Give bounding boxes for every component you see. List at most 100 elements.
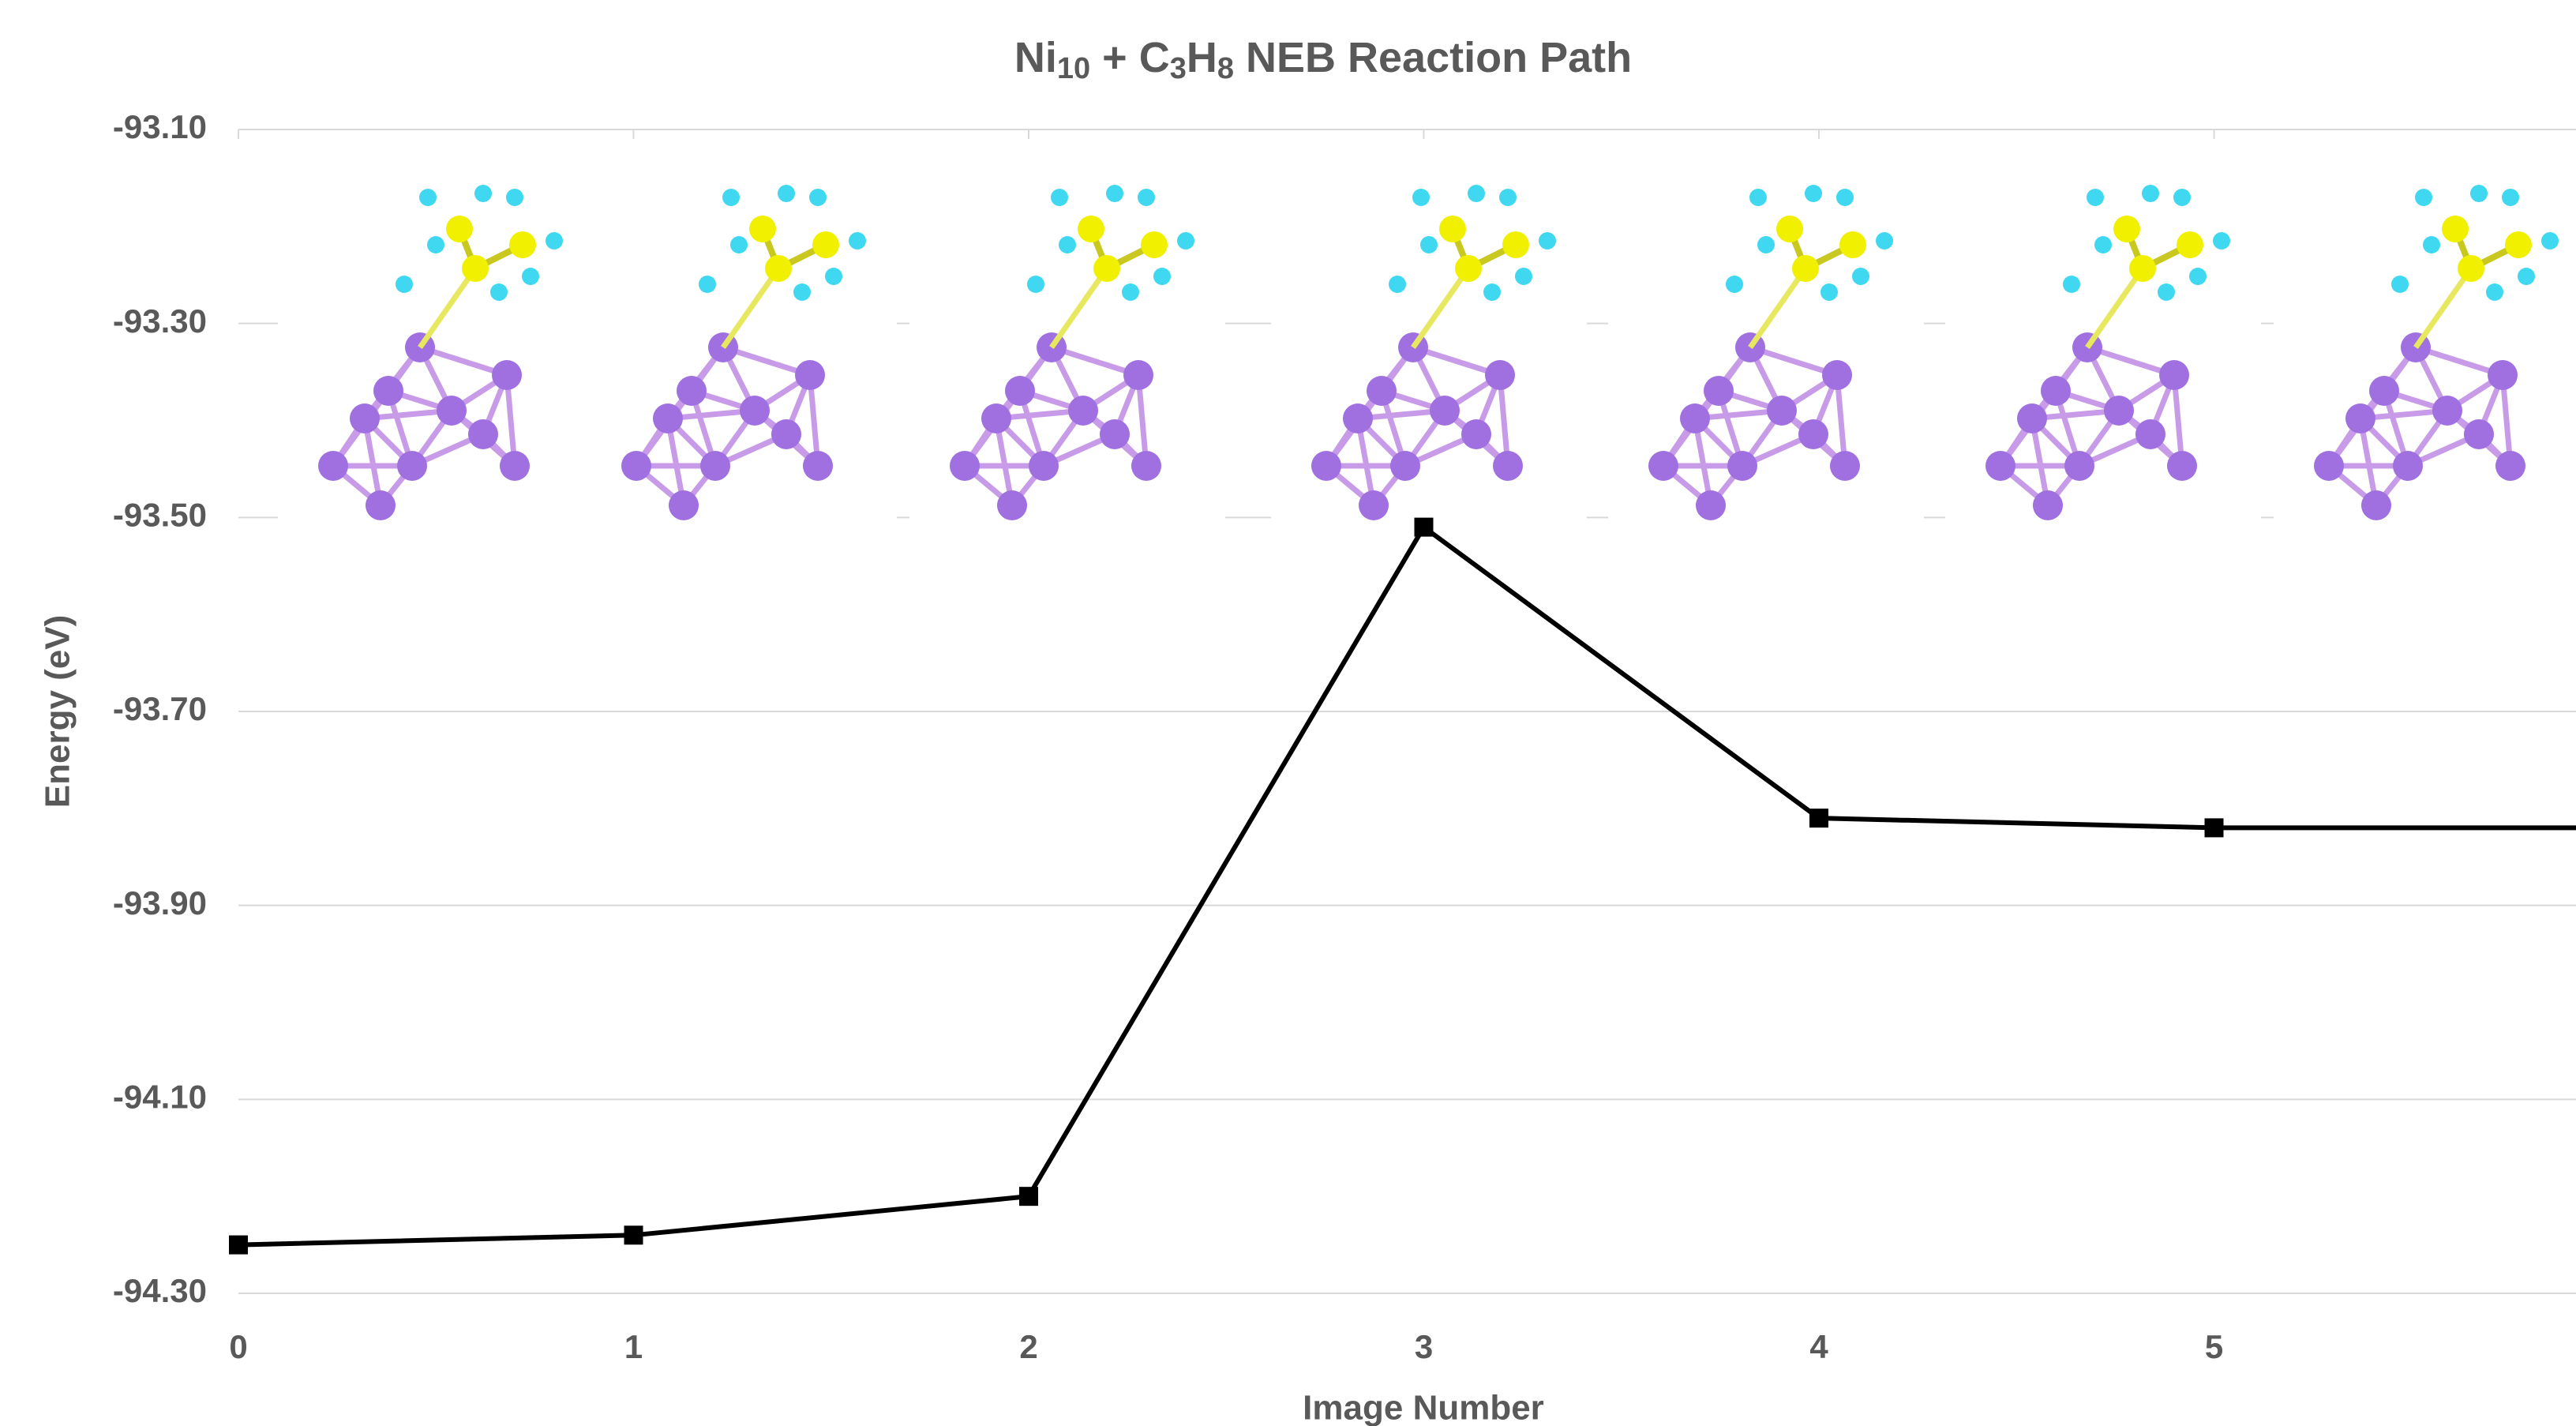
ni-atom [1798, 419, 1828, 449]
ni-atom [1123, 360, 1153, 390]
h-atom [490, 283, 508, 301]
ni-atom [1343, 403, 1373, 433]
h-atom [2391, 276, 2409, 293]
ni-atom [366, 490, 396, 520]
ni-atom [1680, 403, 1710, 433]
h-atom [1051, 189, 1068, 206]
ni-atom [740, 396, 770, 426]
x-tick-label: 3 [1415, 1328, 1433, 1365]
h-atom [722, 189, 740, 206]
ni-atom [2064, 451, 2094, 481]
h-atom [2063, 276, 2080, 293]
c-atom [2458, 255, 2484, 282]
c-atom [1792, 255, 1819, 282]
data-marker [2204, 818, 2224, 838]
ni-atom [1727, 451, 1757, 481]
h-atom [2415, 189, 2432, 206]
y-tick-label: -94.30 [113, 1272, 207, 1309]
ni-atom [397, 451, 427, 481]
ni-atom [2017, 403, 2047, 433]
x-tick-label: 4 [1809, 1328, 1828, 1365]
ni-atom [1985, 451, 2015, 481]
x-tick-label: 2 [1019, 1328, 1037, 1365]
c-atom [1839, 231, 1866, 258]
ni-atom [2361, 490, 2391, 520]
ni-atom [1359, 490, 1389, 520]
h-atom [1420, 236, 1438, 253]
bond [1050, 344, 1140, 378]
ni-atom [1485, 360, 1515, 390]
molecule-images [278, 174, 2576, 521]
h-atom [1749, 189, 1767, 206]
x-tick-label: 5 [2205, 1328, 2223, 1365]
ni-atom [2464, 419, 2494, 449]
ni-atom [1311, 451, 1341, 481]
h-atom [849, 232, 866, 250]
ni-atom [2159, 360, 2189, 390]
h-atom [1468, 185, 1485, 202]
data-marker [624, 1225, 643, 1245]
h-atom [1876, 232, 1893, 250]
h-atom [1515, 268, 1532, 285]
ni-atom [1696, 490, 1726, 520]
c-atom [749, 216, 776, 242]
h-atom [1499, 189, 1517, 206]
h-atom [2094, 236, 2112, 253]
h-atom [809, 189, 827, 206]
bond [2413, 266, 2473, 350]
h-atom [2423, 236, 2440, 253]
h-atom [778, 185, 795, 202]
ni-atom [2041, 376, 2071, 406]
h-atom [2158, 283, 2175, 301]
h-atom [825, 268, 842, 285]
h-atom [474, 185, 492, 202]
data-marker [1414, 517, 1434, 537]
ni-atom [997, 490, 1027, 520]
c-atom [2177, 231, 2203, 258]
bond [1411, 266, 1471, 350]
ni-atom [1461, 419, 1491, 449]
h-atom [522, 268, 539, 285]
ni-atom [492, 360, 522, 390]
h-atom [1805, 185, 1822, 202]
bond [721, 266, 781, 350]
c-atom [1093, 255, 1120, 282]
chart-title: Ni10 + C3H8 NEB Reaction Path [1014, 34, 1632, 85]
ni-atom [1430, 396, 1460, 426]
h-atom [546, 232, 563, 250]
h-atom [2486, 283, 2503, 301]
title-subscript: 10 [1057, 52, 1090, 85]
y-tick-label: -93.70 [113, 690, 207, 727]
h-atom [1059, 236, 1076, 253]
ni-atom [1830, 451, 1860, 481]
c-atom [2129, 255, 2156, 282]
h-atom [1820, 283, 1838, 301]
bond [1497, 374, 1511, 467]
h-atom [2470, 185, 2488, 202]
c-atom [462, 255, 489, 282]
h-atom [2142, 185, 2159, 202]
ni-atom [1005, 376, 1035, 406]
ni-atom [771, 419, 801, 449]
h-atom [1539, 232, 1556, 250]
h-atom [793, 283, 811, 301]
ni-atom [2314, 451, 2344, 481]
h-atom [2189, 268, 2207, 285]
x-axis-title: Image Number [1303, 1389, 1544, 1426]
bond [1049, 266, 1109, 350]
ni-atom [1068, 396, 1098, 426]
c-atom [2442, 216, 2469, 242]
bond [1749, 344, 1839, 378]
cluster [1648, 185, 1893, 520]
h-atom [1852, 268, 1869, 285]
ni-atom [2495, 451, 2525, 481]
h-atom [1027, 276, 1044, 293]
ni-atom [1648, 451, 1678, 481]
ni-atom [350, 403, 380, 433]
x-tick-label: 0 [229, 1328, 247, 1365]
title-part: Ni [1014, 34, 1057, 81]
y-tick-label: -93.10 [113, 108, 207, 145]
bond [2414, 344, 2504, 378]
